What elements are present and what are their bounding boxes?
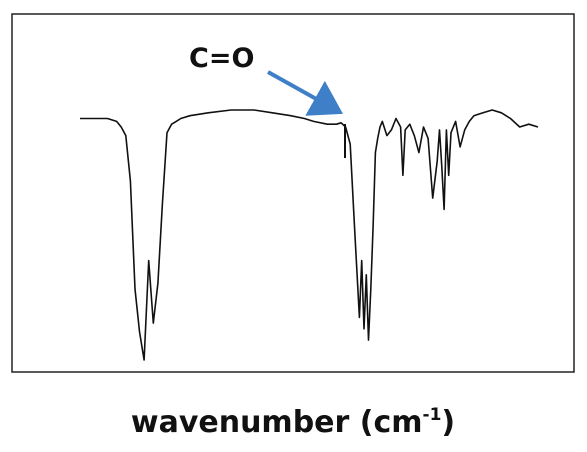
- series-layer: [80, 109, 539, 361]
- annotation-arrow: [267, 70, 343, 116]
- x-axis-label: wavenumber (cm-1): [131, 405, 455, 440]
- annotation-label: C=O: [189, 43, 254, 74]
- plot-frame: [11, 13, 575, 373]
- spectrum-line-0: [80, 109, 539, 361]
